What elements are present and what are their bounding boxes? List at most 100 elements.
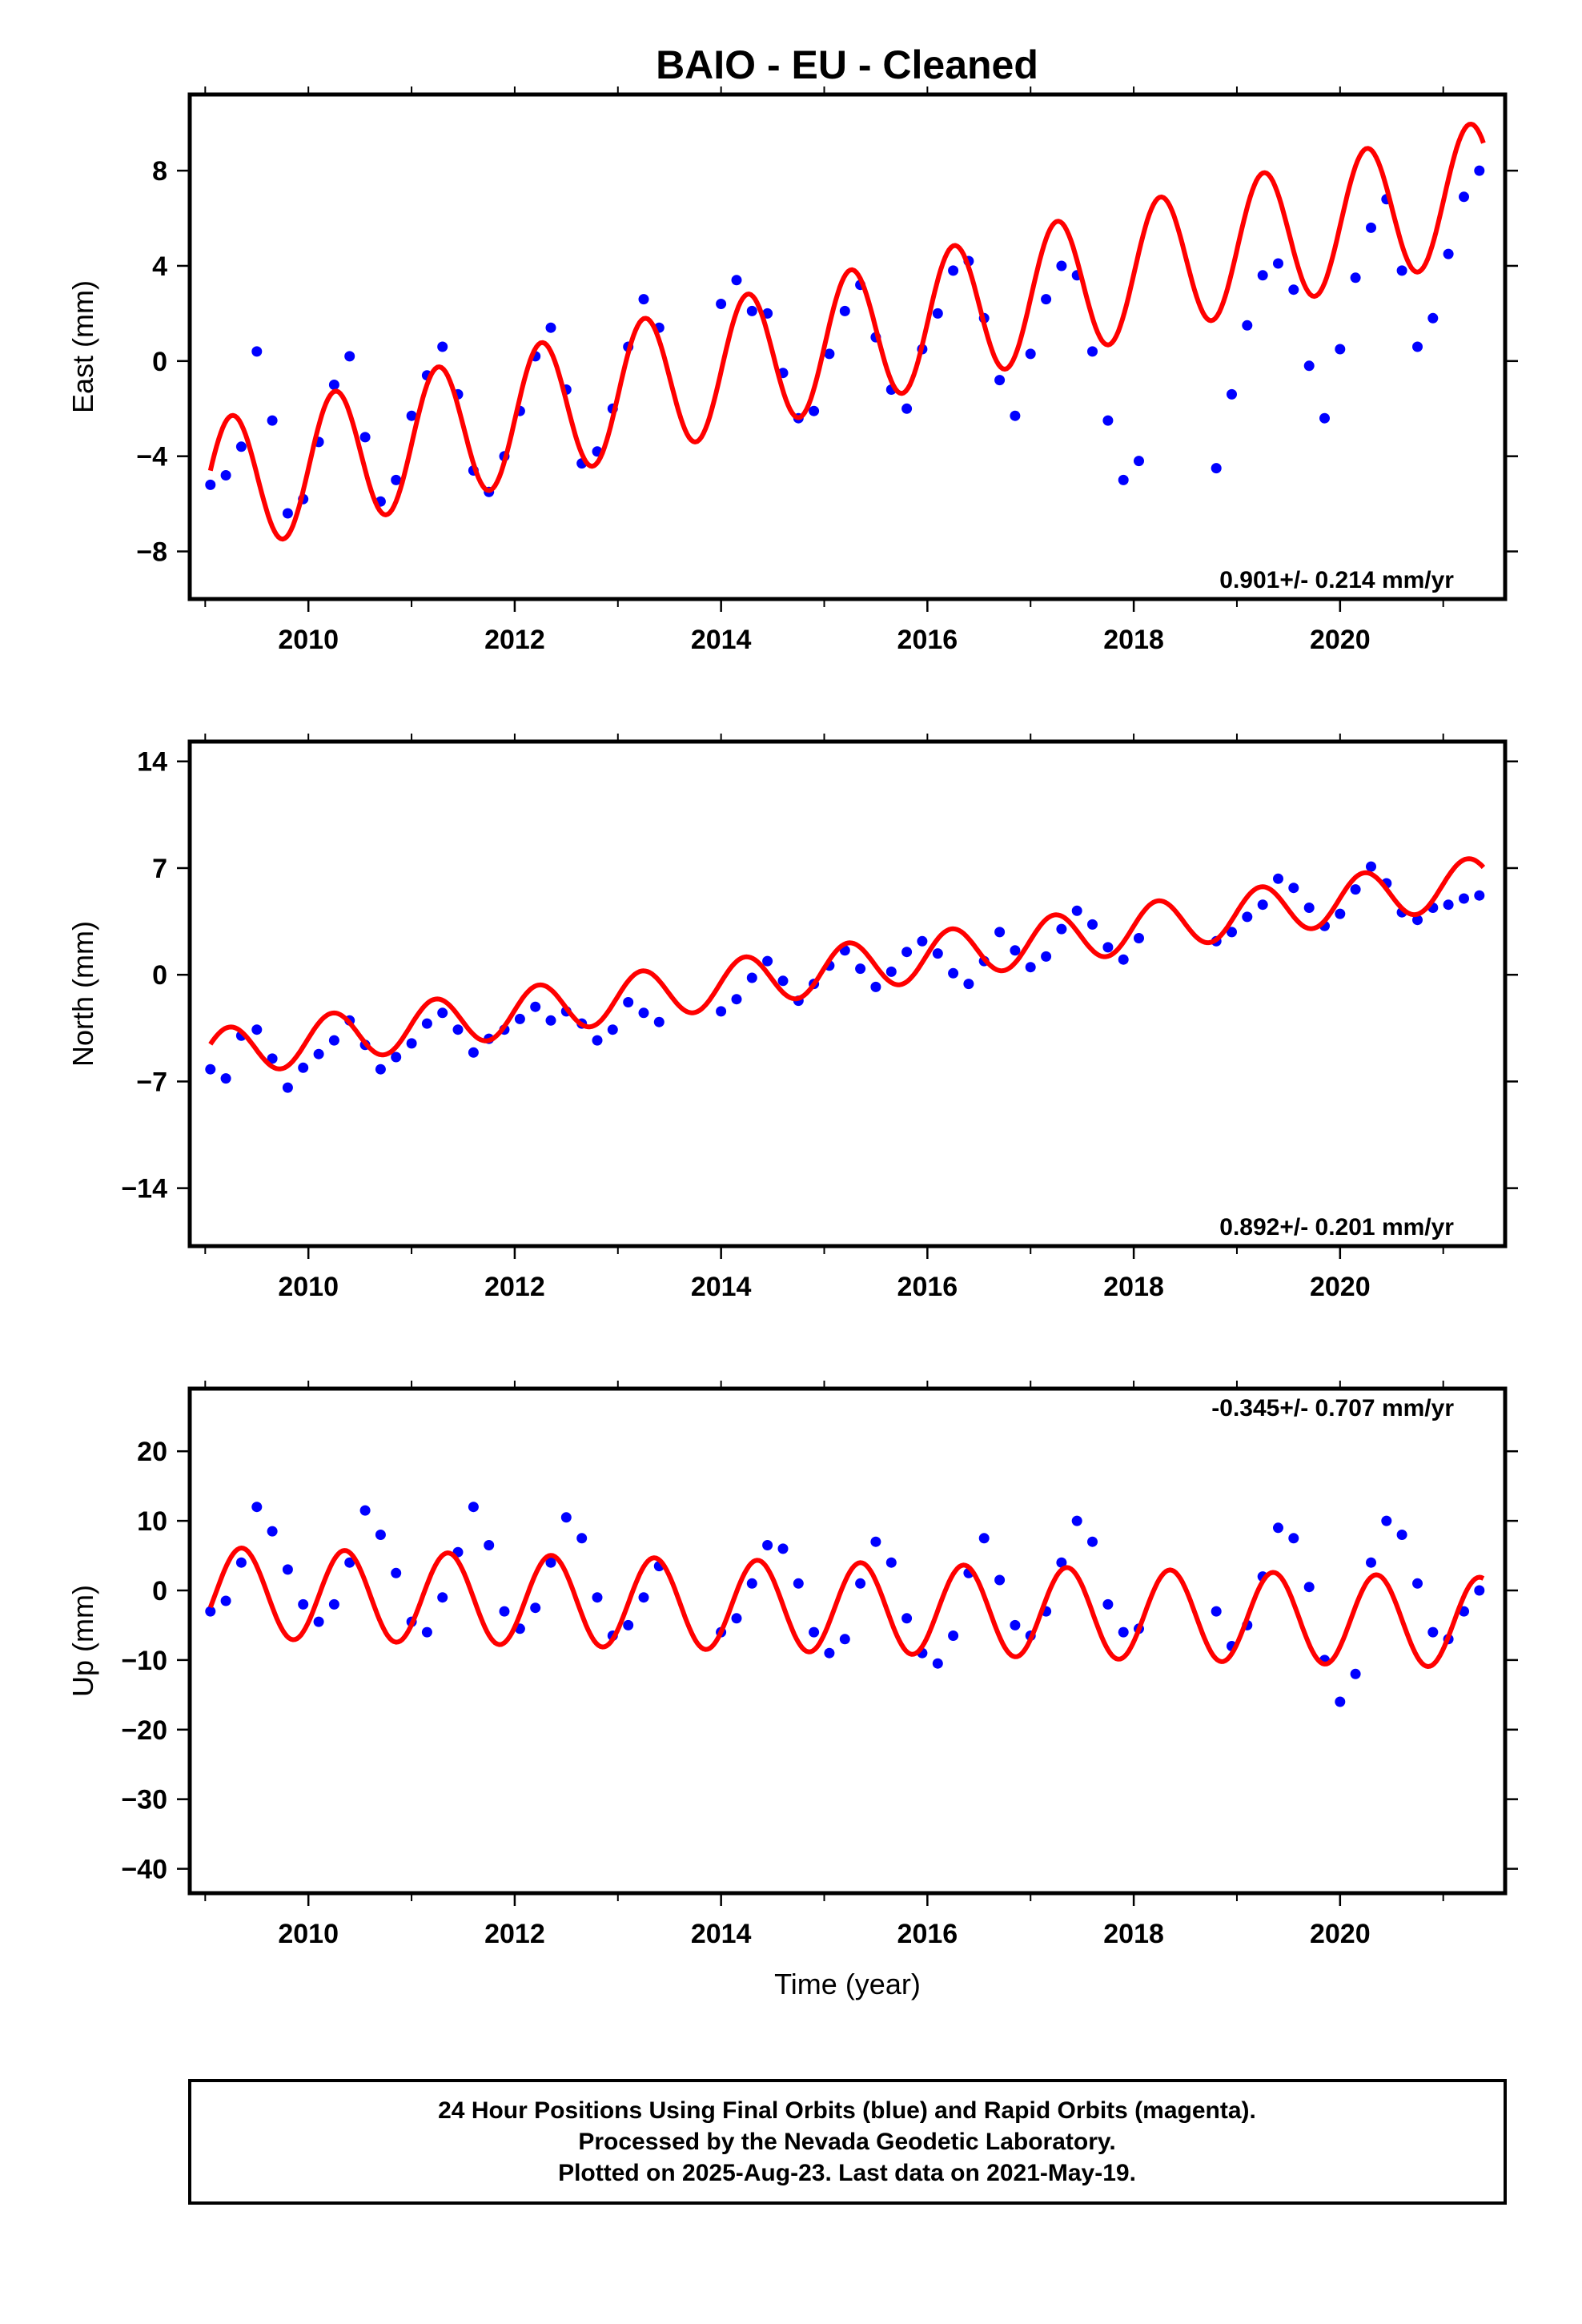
up-data-point xyxy=(282,1564,293,1575)
east-data-point xyxy=(1087,346,1098,357)
east-data-point xyxy=(220,470,231,480)
east-data-point xyxy=(1025,348,1036,360)
north-data-point xyxy=(1041,951,1052,962)
north-data-point xyxy=(1118,954,1129,965)
north-data-point xyxy=(421,1018,432,1029)
north-data-point xyxy=(1474,890,1485,901)
north-data-point xyxy=(1071,905,1082,916)
east-data-point xyxy=(1443,248,1454,259)
north-data-point xyxy=(1087,919,1098,930)
east-data-point xyxy=(1056,260,1067,271)
east-data-point xyxy=(1396,265,1407,276)
north-data-point xyxy=(638,1007,649,1019)
up-data-point xyxy=(1010,1619,1021,1630)
up-panel: 2010 2012 2014 2016 2018 2020 −40 −30 −20 −10 0 10 2… xyxy=(66,1381,1518,2000)
north-x-tick-label: 2010 xyxy=(278,1272,339,1302)
north-data-point xyxy=(607,1024,618,1035)
up-data-point xyxy=(1381,1515,1392,1526)
up-y-tick-label: 0 xyxy=(152,1576,167,1606)
up-data-point xyxy=(762,1540,773,1550)
east-data-point xyxy=(716,299,727,309)
north-data-point xyxy=(391,1051,402,1063)
north-data-point xyxy=(716,1006,727,1017)
up-y-tick-label: −10 xyxy=(121,1646,167,1676)
east-data-point xyxy=(1474,165,1485,176)
up-data-point xyxy=(839,1634,850,1645)
up-data-point xyxy=(948,1630,959,1641)
north-data-point xyxy=(1273,873,1283,884)
up-x-tick-label: 2016 xyxy=(897,1919,958,1949)
east-data-point xyxy=(1350,272,1361,283)
footer-box: 24 Hour Positions Using Final Orbits (bl… xyxy=(188,2079,1507,2205)
east-data-point xyxy=(948,265,959,276)
up-data-point xyxy=(901,1613,913,1624)
north-x-tick-label: 2018 xyxy=(1103,1272,1164,1302)
up-x-tick-label: 2012 xyxy=(484,1919,545,1949)
east-plot-area xyxy=(205,122,1486,542)
footer-line-2: Processed by the Nevada Geodetic Laborat… xyxy=(578,2129,1115,2155)
up-data-point xyxy=(1118,1626,1129,1638)
up-frame xyxy=(187,1386,1508,1896)
north-x-tick-label: 2016 xyxy=(897,1272,958,1302)
north-data-point xyxy=(251,1024,263,1035)
up-data-point xyxy=(220,1595,231,1606)
north-data-point xyxy=(1257,899,1268,911)
east-data-point xyxy=(1459,191,1469,203)
north-data-point xyxy=(313,1048,324,1059)
up-data-point xyxy=(313,1616,324,1627)
up-y-tick-label: 20 xyxy=(137,1437,167,1467)
east-data-point xyxy=(1041,294,1052,305)
east-y-tick-label: 0 xyxy=(152,347,167,377)
north-plot-area xyxy=(205,856,1486,1093)
north-data-point xyxy=(731,994,742,1005)
north-data-point xyxy=(948,967,959,979)
east-rate-label: 0.901+/- 0.214 mm/yr xyxy=(1219,567,1454,593)
up-data-point xyxy=(328,1598,339,1610)
up-data-point xyxy=(421,1626,432,1638)
north-y-tick-label: 14 xyxy=(137,747,167,778)
up-data-point xyxy=(235,1557,247,1568)
east-data-point xyxy=(359,432,371,443)
east-data-point xyxy=(1118,474,1129,485)
east-panel: 2010 2012 2014 2016 2018 2020 −8 −4 0 4 8 East (mm)… xyxy=(66,86,1518,655)
up-data-point xyxy=(391,1567,402,1578)
up-y-tick-label: −40 xyxy=(121,1855,167,1885)
north-data-point xyxy=(1056,923,1067,935)
footer-frame xyxy=(188,2079,1507,2205)
east-data-point xyxy=(809,405,820,416)
east-data-point xyxy=(1227,388,1237,400)
east-data-point xyxy=(1273,258,1283,269)
north-data-point xyxy=(777,975,789,987)
up-data-point xyxy=(1366,1557,1376,1568)
up-data-point xyxy=(499,1606,510,1617)
east-model-line xyxy=(207,122,1486,542)
up-data-point xyxy=(793,1578,804,1589)
north-frame xyxy=(187,739,1508,1248)
east-data-point xyxy=(1288,284,1299,296)
north-data-point xyxy=(1303,903,1315,913)
up-data-point xyxy=(1427,1626,1439,1638)
up-data-point xyxy=(530,1602,541,1614)
north-data-point xyxy=(963,979,974,990)
up-data-point xyxy=(359,1505,371,1516)
up-data-point xyxy=(885,1557,897,1568)
up-data-point xyxy=(1288,1533,1299,1544)
east-data-point xyxy=(1303,360,1315,372)
east-data-point xyxy=(235,441,247,452)
east-data-point xyxy=(1010,410,1021,421)
north-data-point xyxy=(917,935,928,947)
north-x-tick-label: 2012 xyxy=(484,1272,545,1302)
up-y-tick-label: 10 xyxy=(137,1506,167,1537)
east-data-point xyxy=(994,375,1006,386)
east-data-point xyxy=(824,348,835,360)
up-data-point xyxy=(1056,1557,1067,1568)
up-data-point xyxy=(205,1606,216,1617)
north-panel: 2010 2012 2014 2016 2018 2020 −14 −7 0 7 14 North (… xyxy=(66,734,1518,1302)
east-y-tick-label: 8 xyxy=(152,156,167,187)
north-data-point xyxy=(653,1016,665,1027)
up-data-point xyxy=(1102,1598,1114,1610)
up-data-point xyxy=(545,1557,556,1568)
up-data-point xyxy=(870,1536,881,1547)
north-data-point xyxy=(375,1063,386,1075)
up-data-point xyxy=(1211,1606,1222,1617)
